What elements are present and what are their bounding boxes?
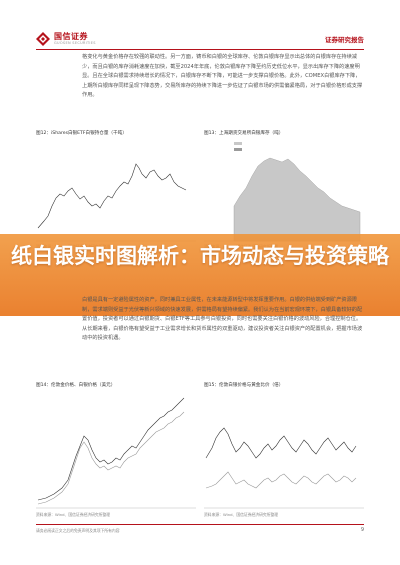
figure-15-chart [204, 427, 364, 509]
brand-name: 国信证券 [54, 32, 88, 41]
figure-13: 图13：上海期货交易所白银库存（吨） 资料来源：Wind、国信证券经济研究所整理 [204, 130, 364, 250]
report-type-label: 证券研究报告 [325, 36, 364, 44]
body-paragraph-2: 白银是具有一定避险属性的资产，同时兼具工业属性，在未来能源转型中将发挥重要作用。… [82, 297, 363, 342]
figure-12-title: 图12：iShares白银ETF白银持仓量（千吨） [36, 131, 127, 136]
figure-15: 图15：伦敦白银价格与黄金比价（倍） 资料来源：Wind、国信证券经济研究所整理 [204, 382, 364, 518]
header-divider [36, 49, 364, 50]
figure-12-chart [36, 163, 196, 242]
figure-13-title: 图13：上海期货交易所白银库存（吨） [204, 131, 284, 136]
figure-12: 图12：iShares白银ETF白银持仓量（千吨） 资料来源：Wind、国信证券… [36, 130, 196, 250]
figure-14: 图14：伦敦金价格、白银价格（美元） 资料来源：Wind、国信证券经济研究所整理 [36, 382, 196, 518]
figure-12-series-line [37, 163, 187, 229]
brand-subtitle: GUOSEN SECURITIES [54, 41, 96, 45]
body-paragraph-1: 格变化与黄金价格存在较强的联动性。另一方面，铸币和白银的全球库存、伦敦白银库存显… [82, 54, 363, 99]
page-number: 9 [360, 527, 364, 533]
figure-14-series-gold [37, 397, 185, 501]
footer-divider [36, 524, 364, 525]
figure-15-source: 资料来源：Wind、国信证券经济研究所整理 [204, 512, 279, 517]
figure-14-title: 图14：伦敦金价格、白银价格（美元） [36, 383, 116, 388]
figure-13-legend [234, 142, 242, 151]
figure-13-area [233, 157, 361, 242]
banner-title: 纸白银实时图解析：市场动态与投资策略 [11, 244, 389, 268]
figure-14-source: 资料来源：Wind、国信证券经济研究所整理 [36, 512, 111, 517]
figure-14-chart [36, 397, 196, 509]
figure-14-series-silver [37, 411, 185, 505]
figure-15-series-silver [205, 471, 357, 489]
brand-logo-icon [36, 32, 50, 46]
footer-disclaimer: 请务必阅读正文之后的免责声明及其项下所有内容 [36, 528, 120, 533]
figure-15-title: 图15：伦敦白银价格与黄金比价（倍） [204, 383, 284, 388]
figure-13-chart [204, 142, 364, 242]
page-header: 国信证券 GUOSEN SECURITIES 证券研究报告 [0, 0, 400, 50]
figure-15-series-ratio [205, 427, 357, 459]
title-banner: 纸白银实时图解析：市场动态与投资策略 [0, 234, 400, 316]
page-footer: 请务必阅读正文之后的免责声明及其项下所有内容 9 [36, 524, 364, 534]
